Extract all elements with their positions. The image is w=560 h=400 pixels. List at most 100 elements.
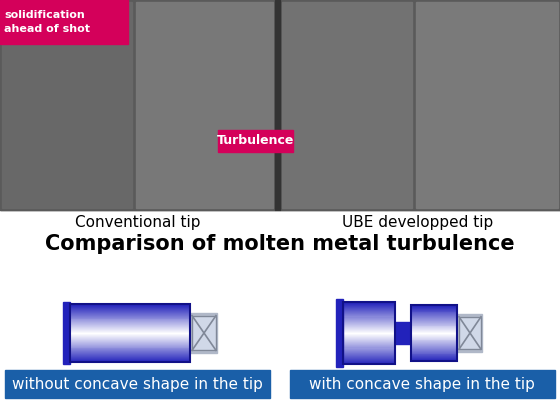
Text: without concave shape in the tip: without concave shape in the tip bbox=[12, 376, 263, 392]
Bar bbox=[343, 363, 395, 364]
Bar bbox=[70, 324, 190, 326]
Bar bbox=[70, 304, 190, 362]
Bar bbox=[218, 130, 293, 152]
Bar bbox=[70, 338, 190, 339]
Bar bbox=[343, 316, 395, 318]
Bar bbox=[343, 314, 395, 316]
Bar bbox=[411, 314, 457, 316]
Bar bbox=[70, 334, 190, 336]
Bar bbox=[411, 323, 457, 324]
Bar bbox=[411, 338, 457, 340]
Bar bbox=[70, 318, 190, 320]
Bar bbox=[70, 351, 190, 353]
Bar bbox=[343, 308, 395, 310]
Bar bbox=[457, 314, 482, 352]
Bar bbox=[70, 308, 190, 309]
Bar bbox=[411, 340, 457, 342]
Bar bbox=[411, 320, 457, 321]
Bar bbox=[343, 305, 395, 307]
Bar bbox=[70, 341, 190, 342]
Bar bbox=[343, 359, 395, 360]
Bar bbox=[70, 346, 190, 347]
Bar bbox=[282, 2, 412, 208]
Bar bbox=[70, 357, 190, 359]
Bar bbox=[411, 321, 457, 322]
Bar bbox=[343, 318, 395, 319]
Bar bbox=[411, 336, 457, 337]
Bar bbox=[70, 333, 190, 334]
Bar bbox=[343, 356, 395, 357]
Bar bbox=[70, 327, 190, 329]
Bar bbox=[70, 305, 190, 306]
Bar bbox=[343, 329, 395, 330]
Bar bbox=[411, 307, 457, 308]
Bar bbox=[70, 331, 190, 332]
Bar bbox=[290, 370, 555, 398]
Bar bbox=[343, 327, 395, 328]
Bar bbox=[411, 354, 457, 356]
Bar bbox=[343, 344, 395, 346]
Bar bbox=[0, 0, 128, 44]
Bar bbox=[70, 313, 190, 314]
Bar bbox=[411, 344, 457, 346]
Bar bbox=[70, 361, 190, 362]
Bar bbox=[343, 348, 395, 349]
Bar bbox=[411, 317, 457, 318]
Bar bbox=[343, 333, 395, 334]
Bar bbox=[343, 316, 395, 317]
Bar bbox=[343, 322, 395, 323]
Bar bbox=[190, 313, 217, 354]
Bar bbox=[411, 338, 457, 339]
Bar bbox=[192, 316, 216, 350]
Bar bbox=[343, 309, 395, 311]
Bar bbox=[343, 345, 395, 347]
Bar bbox=[411, 324, 457, 325]
Bar bbox=[343, 330, 395, 332]
Bar bbox=[70, 350, 190, 352]
Bar bbox=[70, 355, 190, 357]
Bar bbox=[343, 342, 395, 344]
Bar bbox=[343, 355, 395, 356]
Bar bbox=[411, 327, 457, 329]
Bar bbox=[411, 306, 457, 307]
Bar bbox=[5, 370, 270, 398]
Bar bbox=[70, 316, 190, 318]
Bar bbox=[70, 314, 190, 315]
Bar bbox=[411, 353, 457, 354]
Bar bbox=[411, 352, 457, 353]
Bar bbox=[280, 0, 560, 210]
Bar bbox=[70, 306, 190, 307]
Bar bbox=[411, 347, 457, 348]
Bar bbox=[70, 359, 190, 360]
Bar bbox=[459, 317, 481, 349]
Bar bbox=[411, 334, 457, 335]
Bar bbox=[411, 326, 457, 327]
Bar bbox=[70, 354, 190, 356]
Bar bbox=[343, 337, 395, 339]
Bar bbox=[70, 336, 190, 337]
Bar bbox=[411, 354, 457, 355]
Bar bbox=[411, 355, 457, 357]
Text: solidification
ahead of shot: solidification ahead of shot bbox=[4, 10, 90, 34]
Bar bbox=[70, 348, 190, 350]
Bar bbox=[70, 309, 190, 310]
Bar bbox=[70, 304, 190, 306]
Bar bbox=[70, 344, 190, 345]
Bar bbox=[70, 343, 190, 344]
Bar bbox=[343, 339, 395, 341]
Bar bbox=[70, 356, 190, 358]
Bar bbox=[343, 357, 395, 358]
Bar bbox=[343, 306, 395, 308]
Bar bbox=[343, 320, 395, 321]
Bar bbox=[343, 340, 395, 342]
Bar bbox=[343, 353, 395, 354]
Bar bbox=[343, 302, 395, 304]
Bar bbox=[343, 321, 395, 322]
Bar bbox=[411, 328, 457, 330]
Bar bbox=[343, 341, 395, 343]
Bar bbox=[411, 337, 457, 338]
Bar bbox=[70, 342, 190, 343]
Bar bbox=[70, 326, 190, 328]
Bar bbox=[343, 352, 395, 353]
Bar bbox=[411, 345, 457, 346]
